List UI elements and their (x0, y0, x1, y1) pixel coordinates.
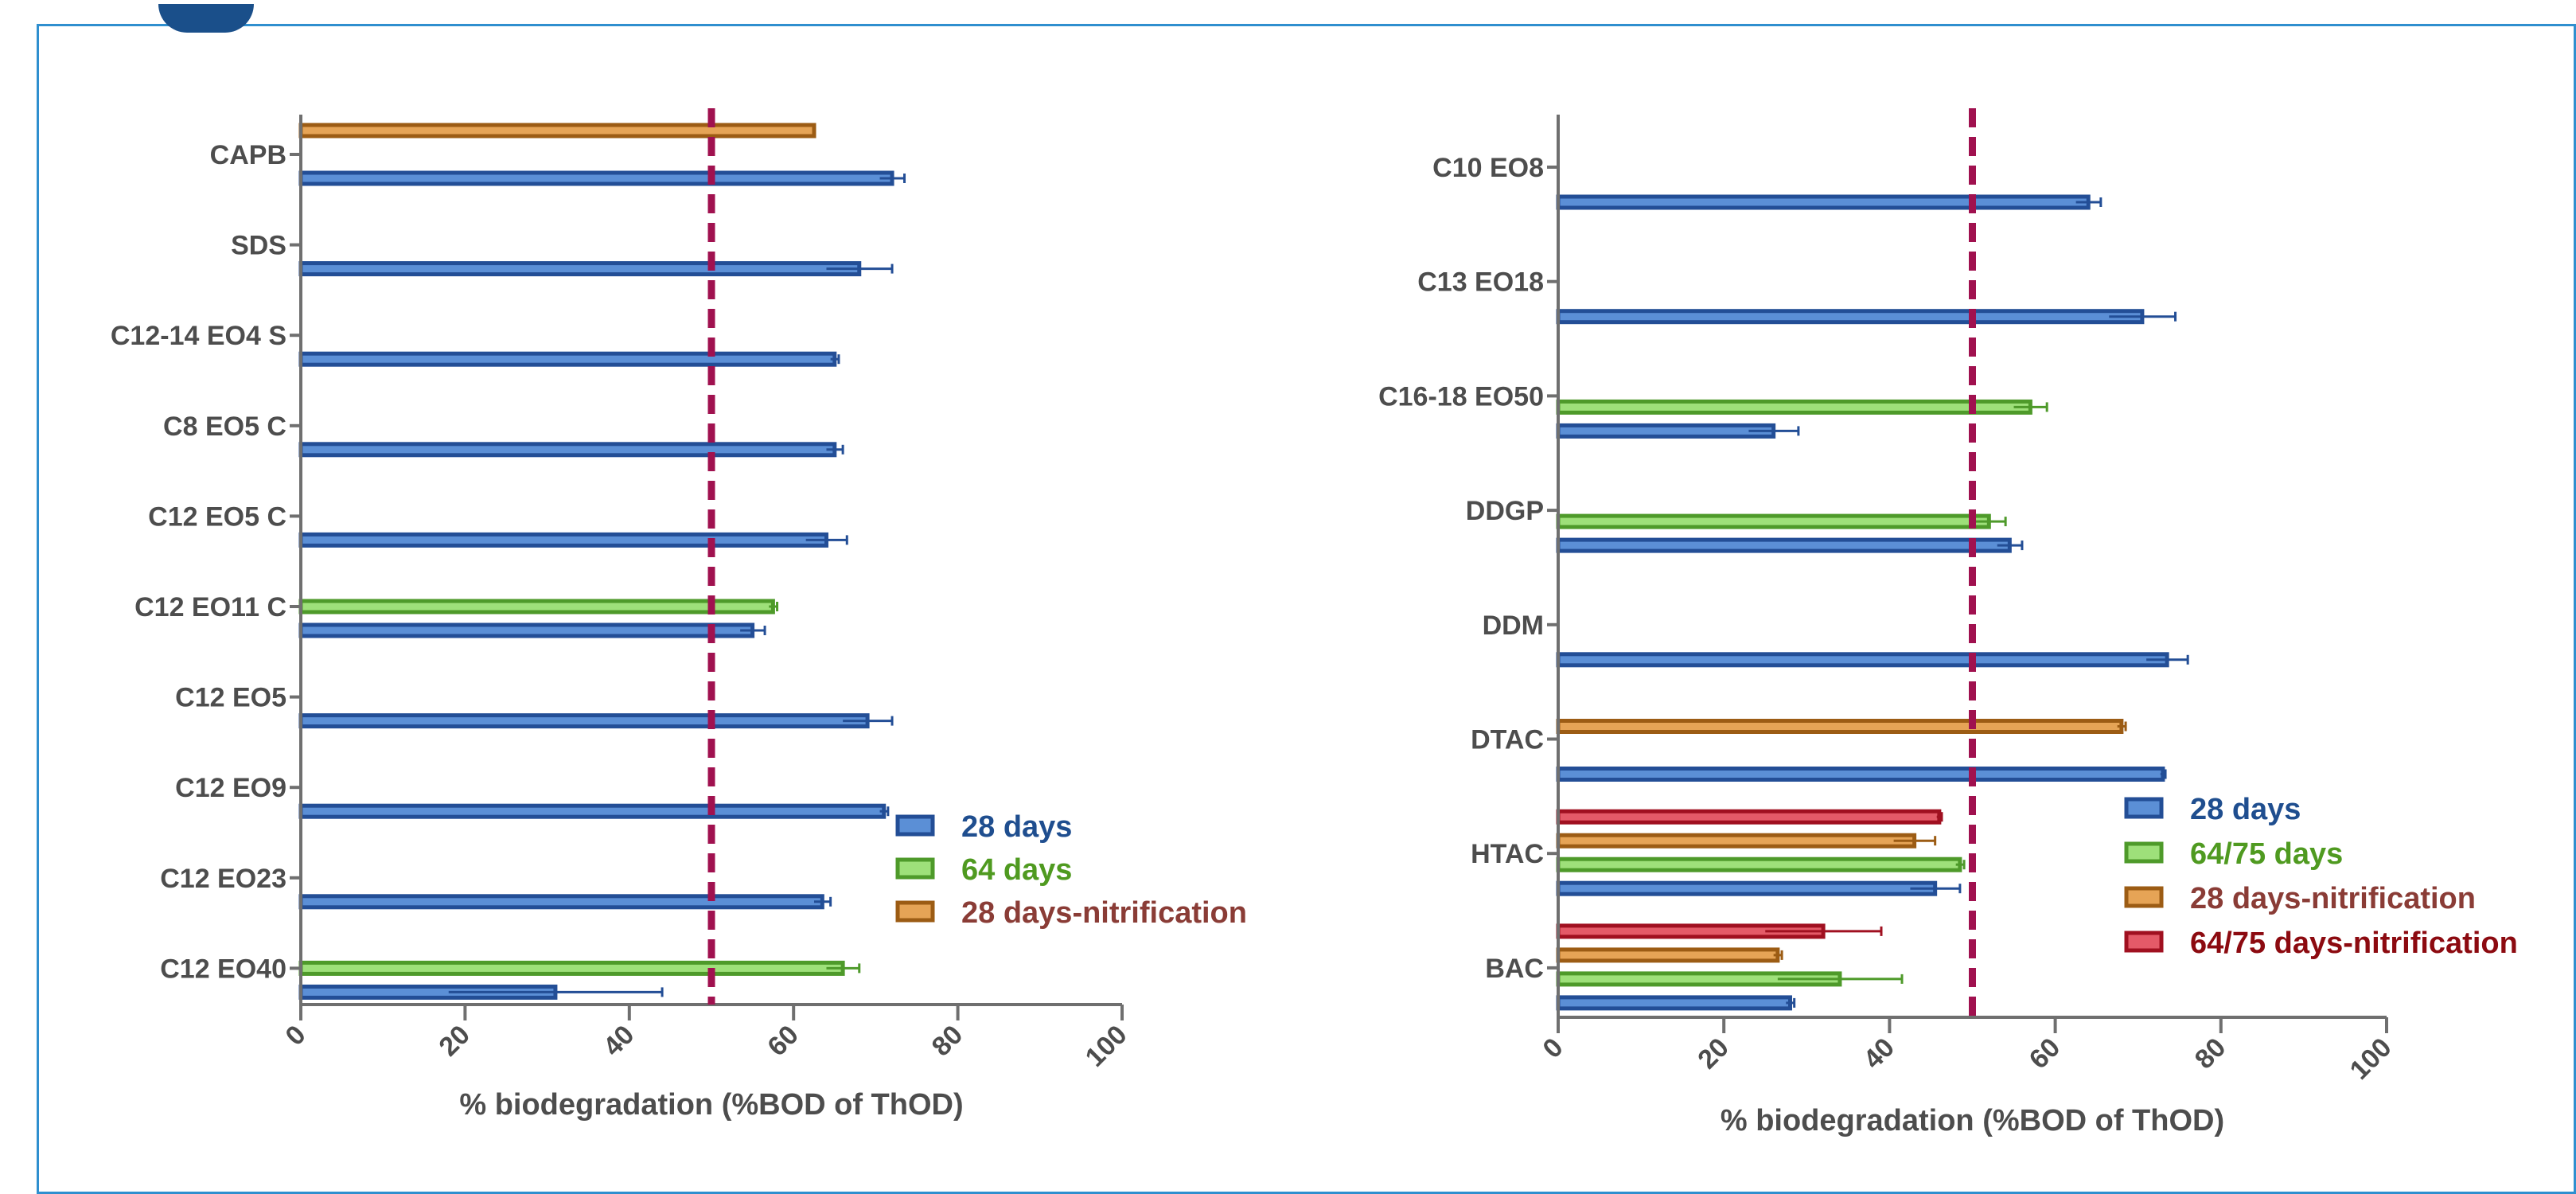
bar-64-75-days-c16-18-eo50 (1556, 399, 2032, 415)
category-label-capb: CAPB (210, 140, 286, 170)
bar-28-days-ddgp (1556, 537, 2012, 553)
x-tick-label-20: 20 (433, 1020, 476, 1063)
x-tick-label-100: 100 (2344, 1032, 2398, 1086)
category-label-dtac: DTAC (1471, 725, 1544, 755)
x-tick-label-40: 40 (598, 1020, 641, 1063)
legend-swatch-64-75-days (2124, 841, 2164, 864)
bar-28-days-bac (1556, 995, 1792, 1011)
bar-28-days-nitrification-capb (298, 123, 816, 139)
legend-label-28-days: 28 days (2190, 793, 2301, 826)
bar-28-days-c10-eo8 (1556, 194, 2091, 210)
x-tick-label-60: 60 (762, 1020, 805, 1063)
x-tick-label-0: 0 (1537, 1032, 1569, 1064)
legend: 28 days 64/75 days 28 days-nitrification 64… (2124, 793, 2518, 960)
chart-panel-2: C10 EO8 C13 EO18 C16-18 EO50 DDGP DDM DTAC HTA… (1378, 108, 2518, 1137)
bar-28-days-dtac (1556, 767, 2165, 782)
legend: 28 days 64 days 28 days-nitrification (895, 810, 1247, 930)
bar-28-days-sds (298, 261, 862, 277)
bar-28-days-nitrification-htac (1556, 833, 1917, 849)
chart-panel-1: CAPB SDS C12-14 EO4 S C8 EO5 C C12 EO5 C C12 … (111, 108, 1247, 1122)
bar-64-75-days-ddgp (1556, 513, 1991, 529)
category-label-htac: HTAC (1471, 839, 1544, 869)
bar-64-75-days-htac (1556, 856, 1962, 872)
category-label-c10-eo8: C10 EO8 (1432, 153, 1544, 183)
category-label-c12-14-eo4-s: C12-14 EO4 S (111, 321, 286, 351)
legend-swatch-28-days-nitrification (895, 900, 935, 923)
legend-swatch-28-days-nitrification (2124, 886, 2164, 908)
category-label-c12-eo5-c: C12 EO5 C (148, 501, 286, 532)
category-label-c13-eo18: C13 EO18 (1417, 267, 1544, 298)
category-label-ddgp: DDGP (1466, 496, 1544, 526)
bar-28-days-c12-eo9 (298, 803, 887, 819)
x-axis-title: % biodegradation (%BOD of ThOD) (1721, 1104, 2224, 1137)
bar-64-days-c12-eo40 (298, 960, 845, 976)
legend-label-28-days: 28 days (961, 810, 1072, 844)
bar-28-days-c12-eo5-c (298, 532, 828, 548)
bar-28-days-capb (298, 170, 894, 186)
bar-28-days-c12-14-eo4-s (298, 351, 837, 367)
x-tick-label-80: 80 (2189, 1032, 2232, 1075)
legend-swatch-28-days (2124, 797, 2164, 819)
x-axis-title: % biodegradation (%BOD of ThOD) (459, 1088, 963, 1122)
legend-swatch-64-75-days-nitrification (2124, 931, 2164, 953)
legend-swatch-64-days (895, 857, 935, 880)
x-tick-label-60: 60 (2024, 1032, 2067, 1075)
legend-label-64-days: 64 days (961, 853, 1072, 887)
legend-label-28-days-nitrification: 28 days-nitrification (961, 896, 1247, 930)
bar-28-days-ddm (1556, 652, 2169, 668)
bar-28-days-c12-eo5 (298, 713, 870, 729)
legend-label-64-75-days-nitrification: 64/75 days-nitrification (2190, 927, 2518, 960)
x-tick-label-20: 20 (1692, 1032, 1735, 1075)
legend-swatch-28-days (895, 814, 935, 837)
bar-64-days-c12-eo11-c (298, 599, 775, 615)
x-tick-label-40: 40 (1857, 1032, 1900, 1075)
bar-28-days-htac (1556, 880, 1938, 896)
category-label-c8-eo5-c: C8 EO5 C (163, 412, 286, 442)
category-label-c12-eo11-c: C12 EO11 C (134, 592, 286, 622)
bar-28-days-c13-eo18 (1556, 309, 2145, 325)
category-label-c16-18-eo50: C16-18 EO50 (1378, 381, 1544, 412)
bar-28-days-c16-18-eo50 (1556, 423, 1776, 439)
x-tick-label-0: 0 (279, 1020, 311, 1052)
bar-28-days-c12-eo23 (298, 894, 824, 910)
legend-label-64-75-days: 64/75 days (2190, 837, 2343, 871)
category-label-sds: SDS (231, 231, 286, 261)
category-label-c12-eo40: C12 EO40 (160, 954, 286, 984)
bar-28-days-c8-eo5-c (298, 442, 837, 458)
bar-28-days-c12-eo11-c (298, 622, 755, 638)
bar-64-75-days-nitrification-htac (1556, 809, 1942, 825)
logo-mark (158, 4, 254, 33)
bar-28-days-nitrification-bac (1556, 947, 1780, 963)
bar-28-days-nitrification-dtac (1556, 719, 2124, 734)
category-label-c12-eo23: C12 EO23 (160, 864, 286, 894)
category-label-c12-eo9: C12 EO9 (175, 773, 286, 803)
category-label-c12-eo5: C12 EO5 (175, 683, 286, 713)
x-tick-label-100: 100 (1080, 1020, 1133, 1073)
legend-label-28-days-nitrification: 28 days-nitrification (2190, 882, 2476, 915)
category-label-ddm: DDM (1483, 611, 1544, 641)
category-label-bac: BAC (1485, 954, 1544, 984)
x-tick-label-80: 80 (926, 1020, 969, 1063)
